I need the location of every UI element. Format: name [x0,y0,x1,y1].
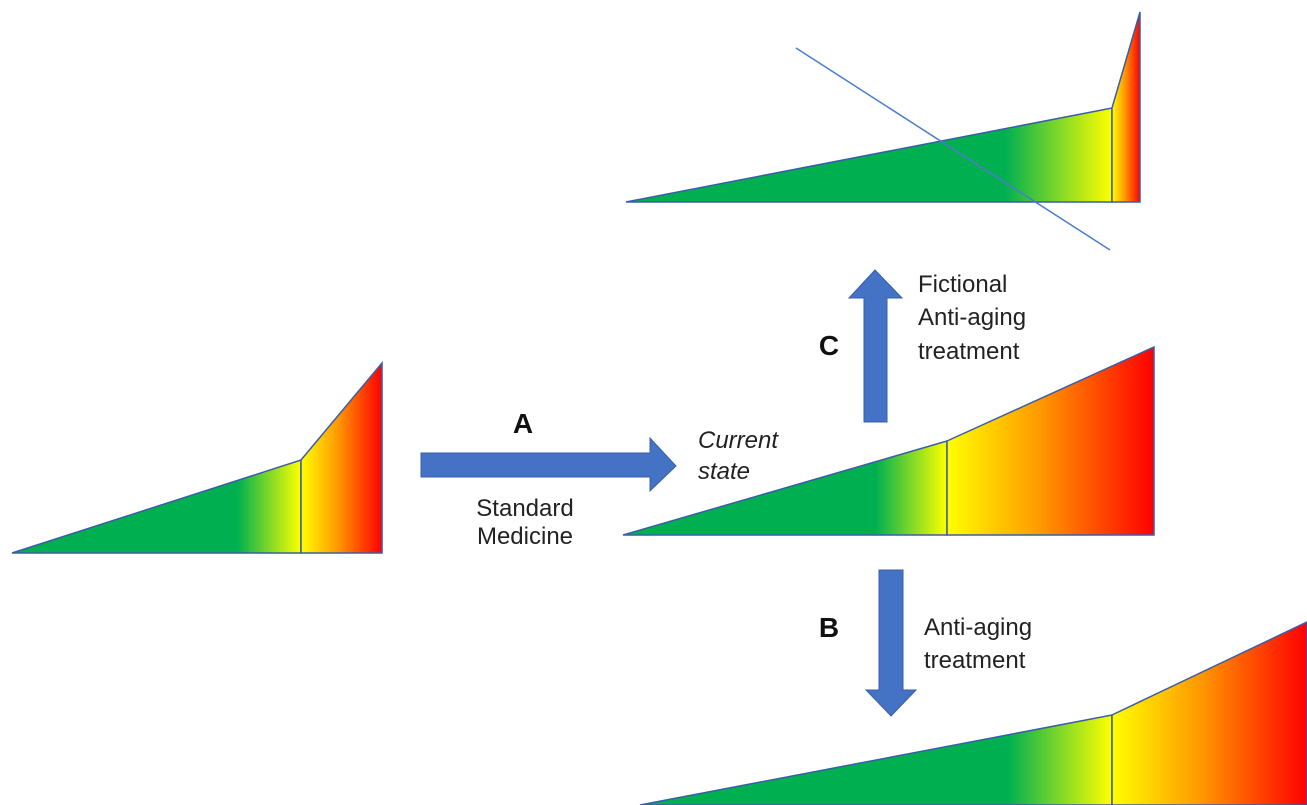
arrow-c-caption-line3: treatment [918,338,1020,365]
arrow-a-caption-line1: Standard [476,495,573,522]
arrow-b-letter: B [819,612,839,643]
arrow-c-caption-line2: Anti-aging [918,304,1026,331]
treated-decline-segment [1111,621,1307,805]
arrow-a-right-icon [420,436,677,493]
arrow-b-caption-line1: Anti-aging [924,614,1032,641]
current-decline-segment [946,345,1155,536]
left-decline-segment [300,360,383,554]
left-lifespan-shape [11,360,383,554]
strike-through-line [795,47,1111,251]
treated-lifespan-shape [639,621,1307,805]
left-healthy-segment [11,458,302,554]
arrow-b-caption-line2: treatment [924,647,1026,674]
arrow-c-up-icon [847,269,904,423]
current-state-line2: state [698,458,750,485]
arrow-c-letter: C [819,330,839,361]
fictional-decline-segment [1111,11,1141,203]
fictional-healthy-segment [625,107,1113,203]
current-state-line1: Current [698,427,779,454]
fictional-lifespan-shape [625,11,1141,203]
arrow-b-down-icon [864,569,918,717]
current-healthy-segment [622,440,948,536]
current-lifespan-shape [622,345,1155,536]
treated-healthy-segment [639,714,1113,805]
arrow-a-caption-line2: Medicine [477,523,573,550]
arrow-a-letter: A [513,408,533,439]
arrow-c-caption-line1: Fictional [918,271,1007,298]
